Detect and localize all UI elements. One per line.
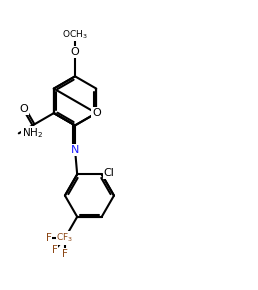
Text: F: F bbox=[46, 233, 52, 243]
Text: F: F bbox=[52, 245, 58, 255]
Text: O: O bbox=[92, 108, 101, 118]
Text: N: N bbox=[71, 145, 79, 155]
Text: OCH$_3$: OCH$_3$ bbox=[62, 28, 88, 41]
Text: O: O bbox=[71, 47, 79, 57]
Text: NH$_2$: NH$_2$ bbox=[22, 126, 43, 140]
Text: CF$_3$: CF$_3$ bbox=[57, 232, 74, 244]
Text: O: O bbox=[19, 104, 28, 115]
Text: F: F bbox=[62, 249, 68, 259]
Text: Cl: Cl bbox=[104, 168, 115, 178]
